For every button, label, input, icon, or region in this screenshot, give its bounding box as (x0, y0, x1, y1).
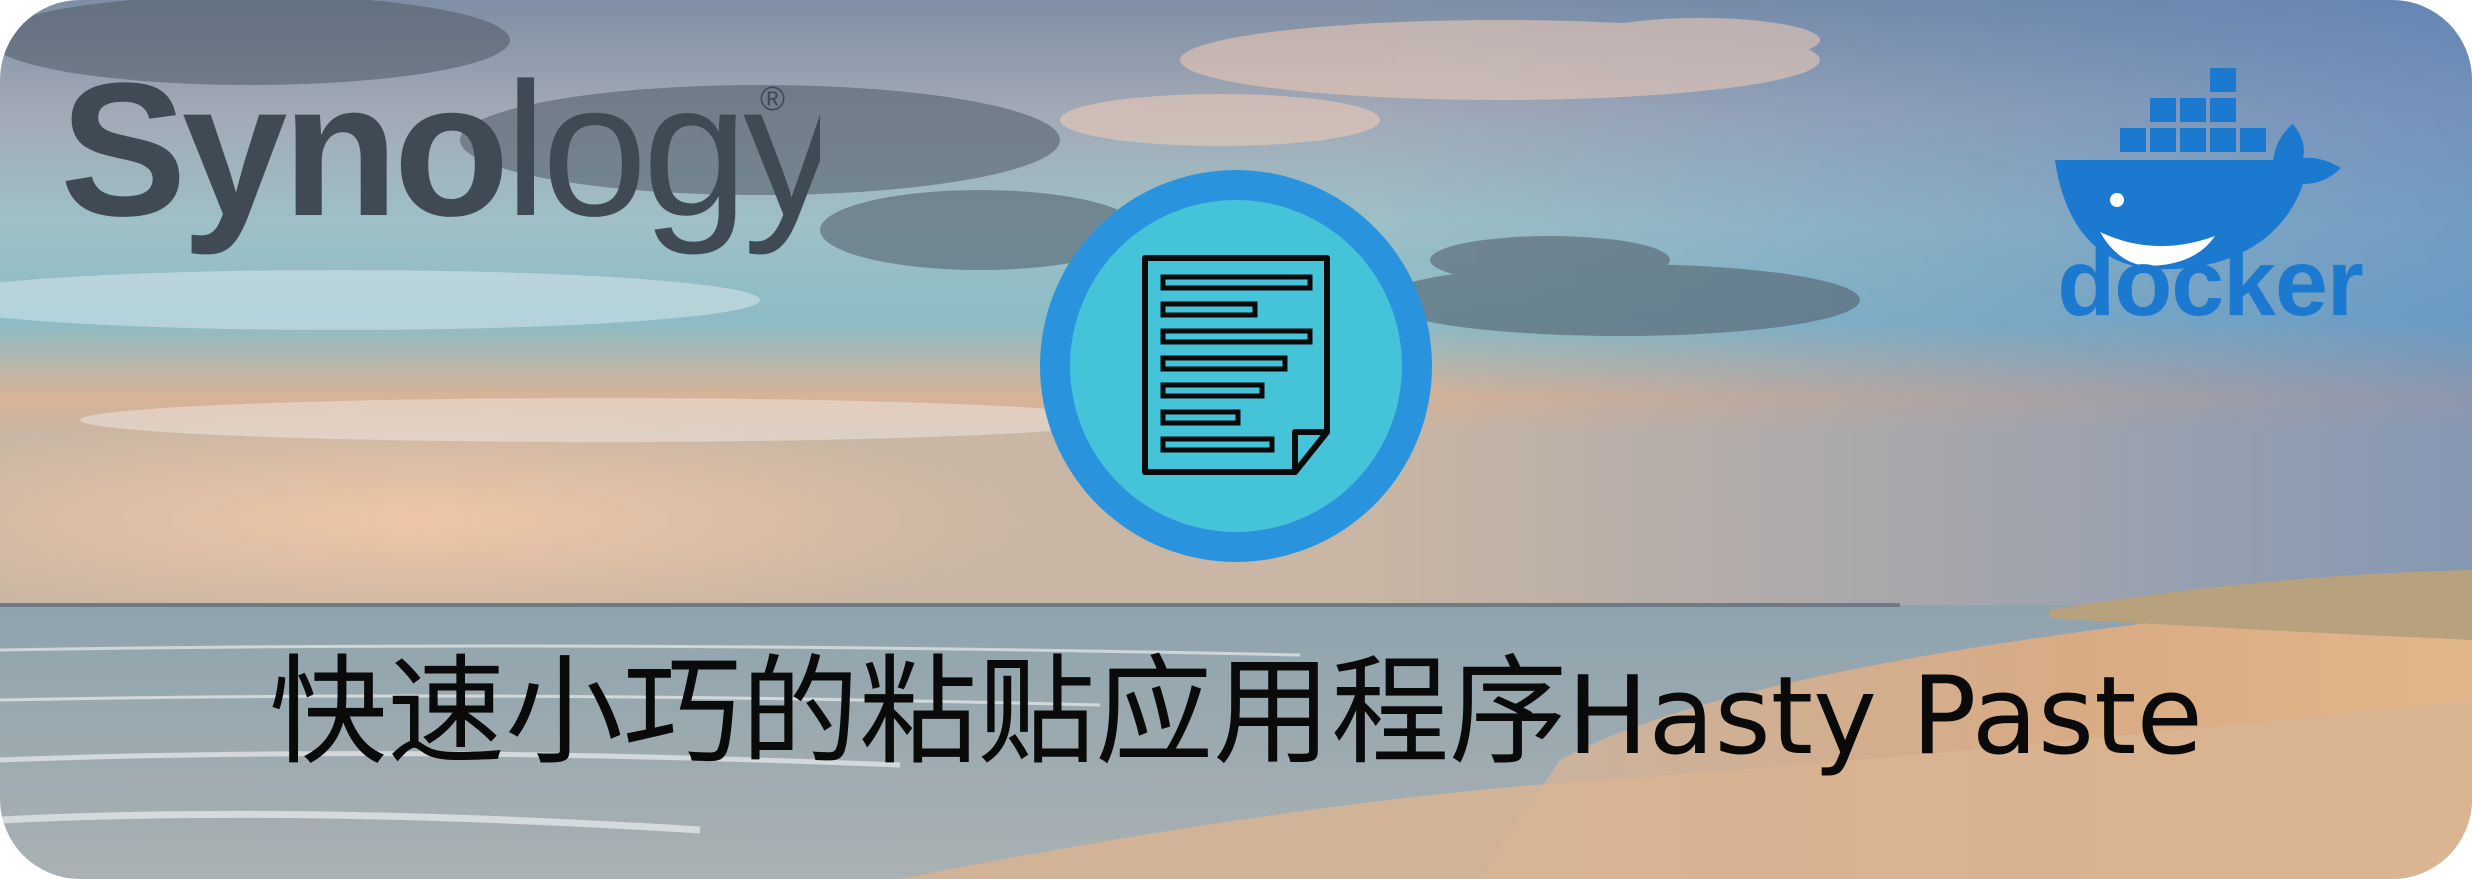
registered-mark: ® (760, 80, 785, 118)
app-icon (1040, 170, 1432, 562)
synology-logo-suffix: logy (505, 50, 820, 256)
synology-logo: Synology ® (60, 50, 820, 256)
caption-english: Hasty Paste (1567, 654, 2203, 779)
banner-caption: 快速小巧的粘贴应用程序Hasty Paste (0, 632, 2472, 797)
svg-text:Synology: Synology (60, 50, 820, 256)
docker-whale-icon (2055, 68, 2341, 270)
docker-wordmark: docker (2057, 230, 2363, 330)
caption-chinese: 快速小巧的粘贴应用程序 (269, 643, 1568, 781)
synology-logo-prefix: Syno (60, 50, 505, 256)
docker-logo: docker (2055, 68, 2364, 330)
document-icon (1142, 255, 1330, 475)
